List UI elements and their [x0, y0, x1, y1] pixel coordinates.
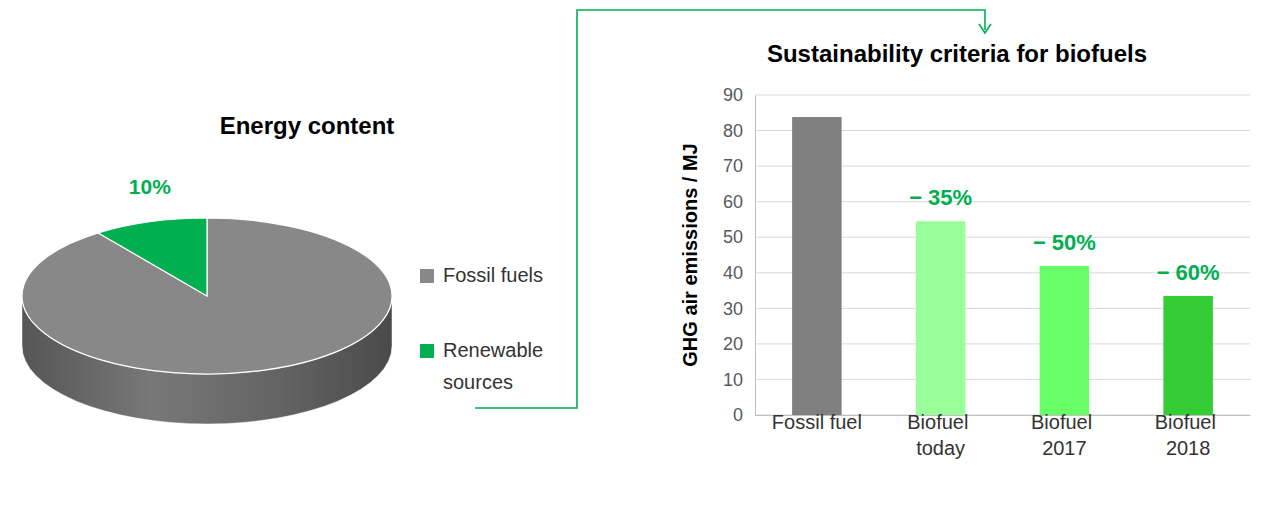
tick-label: Biofuel 2018 — [1155, 411, 1222, 459]
bars — [792, 117, 1213, 415]
pie-slice — [98, 218, 207, 296]
legend: Fossil fuels Renewable sources — [420, 264, 549, 393]
bar-chart: Sustainability criteria for biofuels 0 10 2… — [679, 40, 1251, 459]
tick-label: 10 — [723, 370, 743, 390]
tick: 80 — [723, 121, 755, 141]
tick: Biofuel 2018 — [1155, 411, 1222, 459]
tick-label: 50 — [723, 227, 743, 247]
text-line: Biofuel — [1031, 411, 1098, 433]
text-line: 2018 — [1166, 437, 1211, 459]
text-line: Biofuel — [907, 411, 974, 433]
data-label: 10% — [129, 175, 171, 198]
tick: 20 — [723, 334, 755, 354]
tick: 30 — [723, 299, 755, 319]
text-line: Fossil fuel — [772, 411, 862, 433]
grid — [755, 95, 1250, 415]
tick: Biofuel 2017 — [1031, 411, 1098, 459]
legend-label: Renewable sources — [443, 339, 549, 393]
chart-title: Energy content — [220, 112, 395, 139]
tick: Biofuel today — [907, 411, 974, 459]
tick: 10 — [723, 370, 755, 390]
chart-canvas: Energy content 10% Fossil fuels Renewable s… — [0, 0, 1279, 508]
bar — [1163, 296, 1213, 415]
text-line: Fossil fuels — [443, 264, 543, 286]
tick-label: 20 — [723, 334, 743, 354]
y-axis: 0 10 20 30 40 50 60 70 80 90 — [723, 85, 756, 425]
grid-line — [755, 95, 1250, 96]
annotations: − 35% − 50% − 60% — [909, 185, 1220, 285]
tick-label: 30 — [723, 299, 743, 319]
annotation: − 60% — [1157, 260, 1220, 285]
bar — [1040, 266, 1090, 415]
text-line: Biofuel — [1155, 411, 1222, 433]
text-line: today — [916, 437, 965, 459]
tick: 50 — [723, 227, 755, 247]
tick-label: 70 — [723, 156, 743, 176]
tick: 70 — [723, 156, 755, 176]
tick: 60 — [723, 192, 755, 212]
legend-swatch — [420, 269, 434, 283]
tick-label: Fossil fuel — [772, 411, 862, 433]
bar — [916, 221, 966, 415]
legend-label: Fossil fuels — [443, 264, 543, 286]
tick: 0 — [733, 405, 755, 425]
connector — [475, 10, 985, 408]
tick-label: Biofuel today — [907, 411, 974, 459]
tick-label: Biofuel 2017 — [1031, 411, 1098, 459]
text-line: 2017 — [1042, 437, 1087, 459]
tick: Fossil fuel — [772, 411, 862, 433]
x-axis: Fossil fuelBiofuel todayBiofuel 2017Biof… — [756, 411, 1251, 459]
tick: 90 — [723, 85, 755, 105]
pie-top — [22, 218, 392, 374]
connector-arrowhead — [979, 24, 991, 33]
axis-title: GHG air emissions / MJ — [679, 143, 701, 366]
chart-title: Sustainability criteria for biofuels — [767, 40, 1147, 67]
text-line: sources — [443, 371, 513, 393]
bar — [792, 117, 842, 415]
tick-label: 90 — [723, 85, 743, 105]
legend-swatch — [420, 344, 434, 358]
tick-label: 40 — [723, 263, 743, 283]
text-line: Renewable — [443, 339, 549, 361]
tick: 40 — [723, 263, 755, 283]
pie-chart: Energy content 10% Fossil fuels Renewable s… — [22, 112, 549, 424]
annotation: − 50% — [1033, 230, 1096, 255]
pie-slice — [22, 218, 392, 374]
axis-line — [755, 96, 756, 416]
annotation: − 35% — [909, 185, 972, 210]
tick-label: 0 — [733, 405, 743, 425]
tick-label: 60 — [723, 192, 743, 212]
tick-label: 80 — [723, 121, 743, 141]
